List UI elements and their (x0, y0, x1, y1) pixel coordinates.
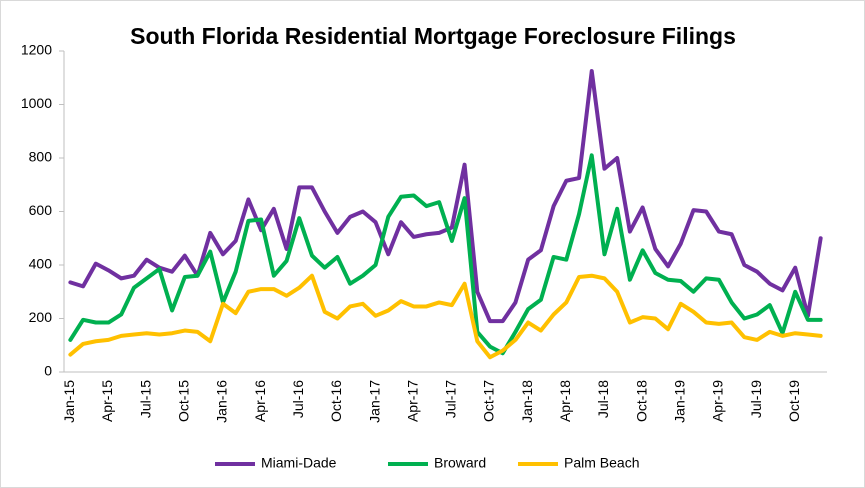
x-tick-label: Apr-19 (710, 380, 726, 422)
x-tick-label: Jan-16 (214, 380, 230, 423)
y-tick-label: 0 (44, 363, 52, 379)
y-tick-label: 1000 (21, 95, 52, 111)
x-tick-label: Jul-17 (443, 380, 459, 418)
x-tick-label: Oct-18 (633, 380, 649, 422)
x-tick-label: Jan-15 (61, 380, 77, 423)
y-tick-label: 1200 (21, 42, 52, 58)
chart-title: South Florida Residential Mortgage Forec… (130, 23, 736, 49)
series-line (68, 153, 823, 356)
x-tick-label: Oct-17 (481, 380, 497, 422)
legend-label: Broward (434, 455, 486, 471)
x-tick-label: Jan-19 (671, 380, 687, 423)
x-tick-label: Oct-16 (328, 380, 344, 422)
legend-label: Palm Beach (564, 455, 639, 471)
x-tick-label: Jul-15 (137, 380, 153, 418)
x-tick-label: Jan-18 (519, 380, 535, 423)
x-tick-label: Oct-15 (176, 380, 192, 422)
series-line (68, 273, 823, 360)
series-line (68, 69, 823, 324)
y-tick-label: 400 (29, 256, 53, 272)
x-tick-label: Apr-15 (99, 380, 115, 422)
x-tick-label: Jul-19 (748, 380, 764, 418)
legend-label: Miami-Dade (261, 455, 337, 471)
y-tick-label: 800 (29, 149, 53, 165)
y-tick-label: 600 (29, 202, 53, 218)
y-tick-label: 200 (29, 309, 53, 325)
x-tick-label: Jul-16 (290, 380, 306, 418)
x-tick-label: Oct-19 (786, 380, 802, 422)
x-tick-label: Jan-17 (366, 380, 382, 423)
x-tick-label: Apr-17 (404, 380, 420, 422)
x-tick-label: Apr-18 (557, 380, 573, 422)
x-tick-label: Jul-18 (595, 380, 611, 418)
x-tick-label: Apr-16 (252, 380, 268, 422)
